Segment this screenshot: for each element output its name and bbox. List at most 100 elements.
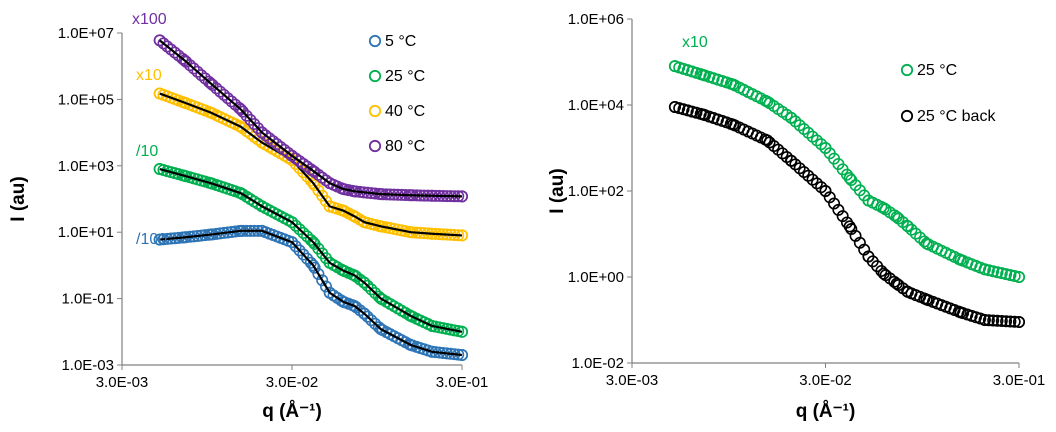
legend-label: 5 °C — [385, 33, 416, 50]
fit-line — [159, 39, 463, 198]
data-point — [877, 267, 890, 280]
data-point — [1008, 315, 1021, 328]
data-point — [204, 106, 217, 119]
data-point — [248, 117, 261, 130]
y-tick-label: 1.0E+02 — [568, 183, 624, 200]
data-point — [225, 95, 238, 108]
data-point — [234, 120, 247, 133]
data-point — [312, 267, 325, 280]
data-point — [323, 256, 336, 269]
y-tick-label: 1.0E-02 — [571, 355, 624, 372]
data-point — [161, 40, 174, 53]
fit-line — [159, 229, 463, 357]
series-4 — [153, 34, 468, 203]
data-point — [202, 75, 215, 88]
data-point — [358, 276, 371, 289]
data-point — [987, 314, 1000, 327]
series-scale-annotation: x10 — [136, 67, 162, 84]
data-point — [153, 34, 166, 47]
data-point — [890, 210, 903, 223]
data-point — [285, 149, 298, 162]
fit-line — [159, 92, 463, 237]
data-point — [278, 143, 291, 156]
data-point — [274, 140, 287, 153]
data-point — [153, 163, 166, 176]
data-point — [337, 264, 350, 277]
data-point — [978, 313, 991, 326]
data-point — [293, 244, 306, 257]
chart-panel-1: 1.0E-03 1.0E-01 1.0E+01 1.0E+03 1.0E+05 1.0E+… — [8, 11, 488, 422]
data-point — [301, 252, 314, 265]
data-point — [982, 314, 995, 327]
y-tick-label: 1.0E+04 — [568, 97, 624, 114]
data-point — [991, 314, 1004, 327]
data-point — [697, 108, 710, 121]
data-point — [157, 37, 170, 50]
data-point — [404, 309, 417, 322]
series-scale-annotation: /100 — [136, 231, 167, 248]
series-2 — [668, 100, 1025, 328]
data-point — [995, 267, 1008, 280]
y-axis-title: I (au) — [8, 176, 29, 221]
data-point — [404, 339, 417, 352]
data-point — [1008, 270, 1021, 283]
series-2 — [153, 163, 468, 338]
data-point — [259, 129, 272, 142]
data-point — [217, 88, 230, 101]
data-point — [374, 323, 387, 336]
data-point — [165, 43, 178, 56]
data-point — [668, 100, 681, 113]
y-axis-title: I (au) — [547, 168, 568, 213]
data-point — [920, 293, 933, 306]
data-point — [307, 236, 320, 249]
data-point — [890, 277, 903, 290]
data-point — [1004, 315, 1017, 328]
legend-marker — [368, 104, 382, 118]
y-tick-label: 1.0E-03 — [61, 357, 114, 374]
data-point — [187, 62, 200, 75]
legend-marker — [368, 139, 382, 153]
data-point — [843, 220, 856, 233]
data-point — [307, 259, 320, 272]
data-point — [901, 220, 914, 233]
y-tick-label: 1.0E+01 — [58, 224, 114, 241]
data-point — [785, 111, 798, 124]
data-point — [195, 69, 208, 82]
data-point — [323, 286, 336, 299]
data-point — [785, 154, 798, 167]
data-point — [233, 101, 246, 114]
series-1 — [668, 60, 1025, 283]
data-point — [697, 68, 710, 81]
data-point — [307, 164, 320, 177]
data-point — [289, 219, 302, 232]
x-tick-label: 3.0E-03 — [96, 374, 149, 391]
data-point — [365, 314, 378, 327]
x-tick-label: 3.0E-02 — [266, 374, 319, 391]
legend-label: 25 °C — [917, 62, 957, 79]
data-point — [270, 138, 283, 151]
data-point — [191, 65, 204, 78]
data-point — [727, 118, 740, 131]
legend-marker — [900, 109, 914, 123]
x-tick-label: 3.0E-01 — [436, 374, 489, 391]
data-point — [176, 52, 189, 65]
data-point — [221, 92, 234, 105]
x-tick-label: 3.0E-02 — [799, 372, 852, 389]
data-point — [761, 134, 774, 147]
y-tick-label: 1.0E+06 — [568, 11, 624, 28]
data-point — [206, 79, 219, 92]
data-point — [727, 78, 740, 91]
data-point — [236, 105, 249, 118]
data-point — [348, 299, 361, 312]
data-point — [374, 292, 387, 305]
data-point — [293, 223, 306, 236]
chart-panel-2: 1.0E-02 1.0E+00 1.0E+02 1.0E+04 1.0E+06 3.0E-… — [547, 11, 1045, 422]
data-point — [285, 216, 298, 229]
data-point — [1004, 269, 1017, 282]
data-point — [319, 280, 332, 293]
x-tick-label: 3.0E-03 — [606, 372, 659, 389]
data-point — [256, 200, 269, 213]
data-point — [1012, 315, 1025, 328]
data-point — [204, 77, 217, 90]
data-point — [337, 204, 350, 217]
